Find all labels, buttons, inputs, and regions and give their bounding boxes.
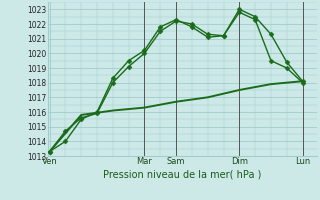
X-axis label: Pression niveau de la mer( hPa ): Pression niveau de la mer( hPa ): [103, 169, 261, 179]
